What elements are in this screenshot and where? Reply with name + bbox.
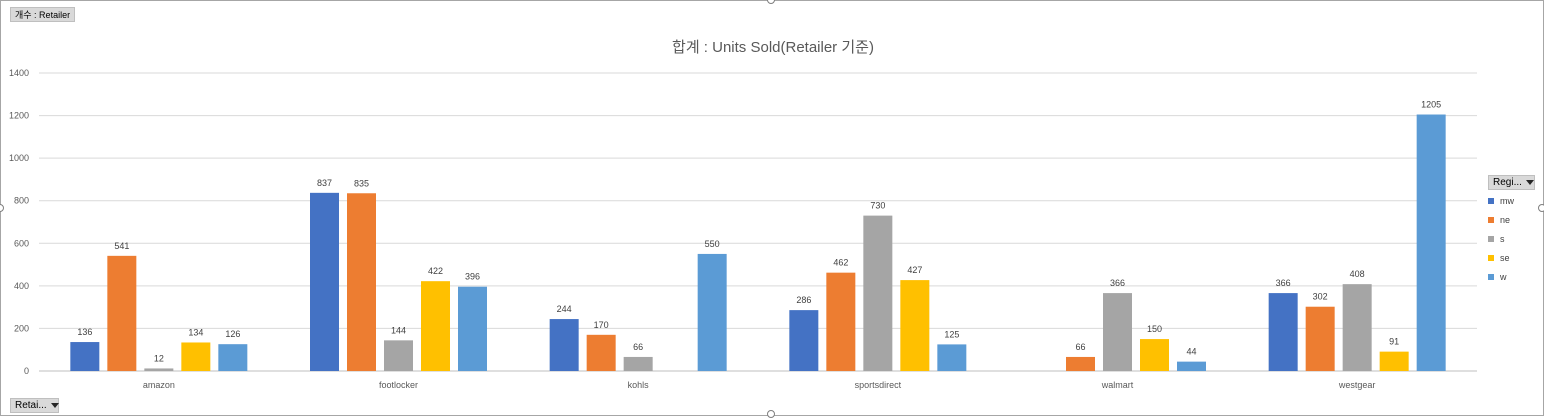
data-label: 136 <box>77 327 92 337</box>
bar-w-amazon[interactable] <box>218 344 248 371</box>
axis-field-button[interactable]: Retai... <box>10 398 59 413</box>
legend-label: w <box>1500 271 1507 282</box>
bar-s-westgear[interactable] <box>1342 284 1372 371</box>
bar-mw-westgear[interactable] <box>1268 293 1298 371</box>
bar-s-sportsdirect[interactable] <box>863 215 893 371</box>
bar-ne-amazon[interactable] <box>107 255 137 371</box>
legend: mw ne s se w <box>1488 191 1544 286</box>
legend-swatch <box>1488 197 1494 204</box>
bar-se-walmart[interactable] <box>1140 339 1169 371</box>
data-label: 125 <box>944 329 959 339</box>
data-label: 541 <box>114 241 129 251</box>
data-label: 150 <box>1147 324 1162 334</box>
data-label: 91 <box>1389 337 1399 347</box>
bar-s-footlocker[interactable] <box>384 340 413 371</box>
data-label: 170 <box>594 320 609 330</box>
data-label: 12 <box>154 353 164 363</box>
y-tick-label: 1200 <box>9 111 29 121</box>
resize-handle-right[interactable] <box>1538 204 1544 212</box>
x-tick-label: sportsdirect <box>855 380 902 390</box>
legend-field-label: Regi... <box>1493 177 1522 188</box>
bar-s-walmart[interactable] <box>1103 293 1132 371</box>
bar-w-sportsdirect[interactable] <box>937 344 967 371</box>
y-tick-label: 1000 <box>9 153 29 163</box>
data-label: 422 <box>428 266 443 276</box>
x-tick-label: amazon <box>143 380 175 390</box>
x-tick-label: kohls <box>628 380 650 390</box>
dropdown-caret-icon <box>1525 180 1534 185</box>
bar-se-sportsdirect[interactable] <box>900 280 930 371</box>
x-tick-label: footlocker <box>379 380 418 390</box>
y-tick-label: 800 <box>14 196 29 206</box>
bar-ne-sportsdirect[interactable] <box>826 272 856 371</box>
y-tick-label: 0 <box>24 366 29 376</box>
legend-swatch <box>1488 273 1494 280</box>
legend-label: ne <box>1500 214 1511 225</box>
data-label: 66 <box>1075 342 1085 352</box>
legend-label: s <box>1500 233 1505 244</box>
bar-s-amazon[interactable] <box>144 368 174 371</box>
data-label: 550 <box>705 239 720 249</box>
data-label: 302 <box>1313 292 1328 302</box>
legend-field-button[interactable]: Regi... <box>1488 175 1535 190</box>
data-label: 396 <box>465 272 480 282</box>
data-label: 835 <box>354 178 369 188</box>
bar-mw-footlocker[interactable] <box>310 192 339 371</box>
data-label: 286 <box>796 295 811 305</box>
legend-label: mw <box>1500 195 1514 206</box>
x-tick-label: walmart <box>1101 380 1134 390</box>
bar-ne-footlocker[interactable] <box>347 193 376 371</box>
legend-item-ne[interactable]: ne <box>1488 210 1544 229</box>
y-tick-label: 600 <box>14 238 29 248</box>
data-label: 408 <box>1350 269 1365 279</box>
y-tick-label: 200 <box>14 323 29 333</box>
data-label: 462 <box>833 258 848 268</box>
data-label: 1205 <box>1421 100 1441 110</box>
report-filter-button[interactable]: 개수 : Retailer <box>10 7 76 22</box>
bar-w-walmart[interactable] <box>1177 361 1206 371</box>
data-label: 126 <box>225 329 240 339</box>
bar-mw-kohls[interactable] <box>549 319 579 371</box>
chart-title: 합계 : Units Sold(Retailer 기준) <box>672 39 874 56</box>
bar-ne-kohls[interactable] <box>586 334 616 371</box>
bar-w-westgear[interactable] <box>1416 114 1446 371</box>
report-filter-label: 개수 : Retailer <box>15 10 71 20</box>
bar-se-westgear[interactable] <box>1379 351 1409 371</box>
data-label: 837 <box>317 178 332 188</box>
bar-ne-westgear[interactable] <box>1305 306 1335 371</box>
data-label: 730 <box>870 201 885 211</box>
legend-label: se <box>1500 252 1510 263</box>
data-label: 66 <box>633 342 643 352</box>
x-tick-label: westgear <box>1338 380 1376 390</box>
data-label: 244 <box>557 304 572 314</box>
legend-item-w[interactable]: w <box>1488 267 1544 286</box>
y-tick-label: 400 <box>14 281 29 291</box>
data-label: 427 <box>907 265 922 275</box>
data-label: 134 <box>188 327 203 337</box>
data-label: 366 <box>1110 278 1125 288</box>
legend-item-mw[interactable]: mw <box>1488 191 1544 210</box>
bar-s-kohls[interactable] <box>623 356 653 371</box>
bar-se-amazon[interactable] <box>181 342 211 371</box>
axis-field-label: Retai... <box>15 400 47 411</box>
data-label: 44 <box>1186 347 1196 357</box>
data-label: 144 <box>391 325 406 335</box>
legend-swatch <box>1488 235 1494 242</box>
bar-se-footlocker[interactable] <box>421 281 450 371</box>
legend-swatch <box>1488 216 1494 223</box>
legend-item-se[interactable]: se <box>1488 248 1544 267</box>
bar-mw-amazon[interactable] <box>70 342 100 371</box>
data-label: 366 <box>1276 278 1291 288</box>
legend-item-s[interactable]: s <box>1488 229 1544 248</box>
bar-mw-sportsdirect[interactable] <box>789 310 819 371</box>
dropdown-caret-icon <box>50 403 59 408</box>
bar-w-footlocker[interactable] <box>458 286 487 371</box>
legend-swatch <box>1488 254 1494 261</box>
y-tick-label: 1400 <box>9 68 29 78</box>
bar-ne-walmart[interactable] <box>1066 356 1095 371</box>
bar-w-kohls[interactable] <box>697 253 727 371</box>
